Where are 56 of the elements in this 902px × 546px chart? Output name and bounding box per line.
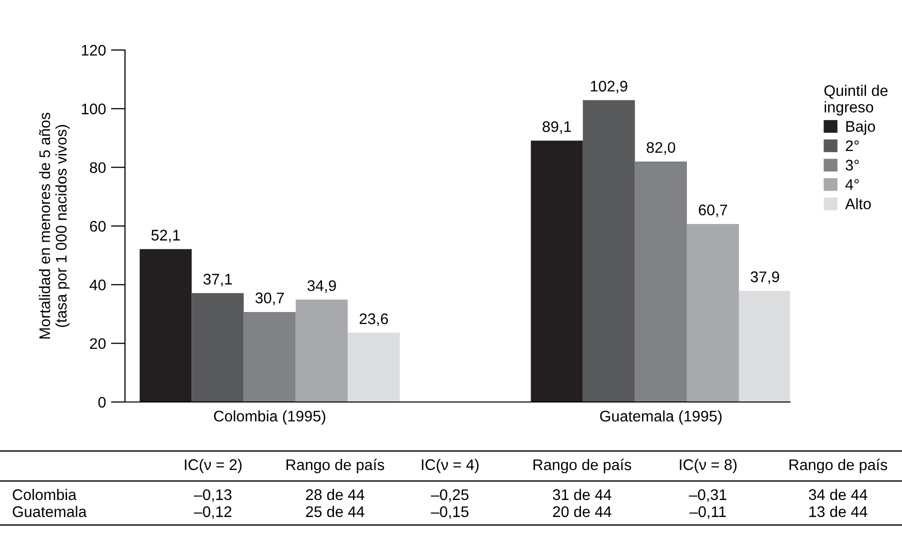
text: Guatemala (12, 506, 87, 518)
text: –0,25 (430, 489, 468, 502)
x-tick-label: Guatemala (1995) (600, 410, 722, 425)
y-tick-label: 60 (90, 220, 106, 232)
text: –0,11 (689, 506, 726, 519)
bar (244, 312, 296, 402)
text: IC(ν = 4) (422, 458, 479, 474)
legend-label: Alto (845, 198, 871, 210)
data-label: 37,9 (750, 271, 780, 284)
data-label: 34,9 (307, 280, 336, 293)
text: 20 de 44 (553, 506, 612, 518)
text: Colombia (12, 488, 77, 500)
y-tick-label: 40 (90, 280, 106, 290)
text: Rango de país (286, 458, 384, 474)
y-tick-label: 100 (82, 104, 106, 114)
data-label: 60,7 (698, 204, 728, 218)
data-label: 82,0 (646, 142, 676, 155)
bar (348, 332, 400, 402)
bar (296, 300, 348, 402)
text: Rango de país (534, 458, 632, 474)
legend-label: 3° (846, 160, 859, 171)
text: Rango de país (790, 458, 888, 474)
y-tick-label: 0 (98, 396, 106, 408)
data-label: 89,1 (542, 121, 571, 134)
x-tick-label: Colombia (1995) (214, 410, 326, 425)
text: IC(ν = 2) (184, 458, 242, 474)
text: –0,12 (194, 506, 232, 519)
legend-label: 4° (845, 179, 859, 190)
text: –0,31 (688, 489, 726, 502)
y-tick-label: 80 (90, 162, 106, 174)
data-label: 30,7 (255, 292, 284, 306)
data-label: 102,9 (590, 80, 628, 94)
y-tick-label: 120 (82, 44, 106, 56)
data-label: 52,1 (151, 230, 180, 242)
text: 13 de 44 (809, 506, 868, 518)
bar (192, 293, 244, 402)
bar (686, 224, 739, 402)
text: 34 de 44 (808, 488, 868, 500)
text: –0,13 (194, 489, 232, 502)
bar (634, 161, 687, 402)
text: –0,15 (430, 506, 468, 519)
bar (530, 140, 583, 402)
text: IC(ν = 8) (680, 458, 737, 474)
y-tick-label: 20 (90, 338, 106, 350)
bar (738, 290, 790, 402)
bar (140, 249, 192, 402)
text: 31 de 44 (552, 488, 612, 500)
legend-label: Bajo (846, 120, 876, 135)
y-axis-title: Mortalidad en menores de 5 años (tasa por 1 000 nacidos vivos) (38, 112, 70, 339)
text: 28 de 44 (306, 488, 364, 500)
legend-label: 2° (846, 140, 859, 152)
data-label: 23,6 (360, 313, 388, 326)
data-label: 37,1 (203, 274, 232, 286)
bar (582, 100, 635, 402)
text: 25 de 44 (306, 506, 364, 518)
legend-title: Quintil de ingreso (824, 84, 888, 116)
